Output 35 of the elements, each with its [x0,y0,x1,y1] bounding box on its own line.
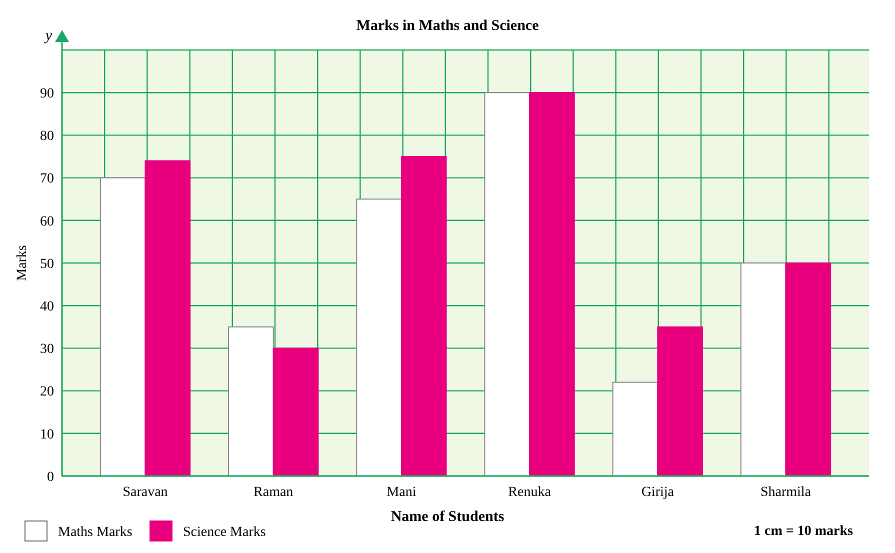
legend-label: Maths Marks [58,525,132,540]
bar [144,160,191,476]
x-tick-label: Raman [254,485,294,500]
y-tick-label: 40 [40,300,54,314]
y-axis-title: Marks [15,245,30,281]
y-tick-label: 90 [40,86,54,102]
x-tick-label: Girija [641,485,675,500]
bar [612,382,658,476]
x-tick-label: Sharmila [760,485,812,500]
bar [785,262,832,476]
x-tick-label: Mani [386,485,416,500]
chart-title: Marks in Maths and Science [356,18,540,34]
bar [657,326,703,476]
bar [484,92,530,476]
y-tick-label: 60 [40,214,54,230]
bar [356,198,402,476]
bar [100,177,146,476]
bar [272,348,319,476]
y-tick-label: 80 [40,129,54,144]
bar [400,156,447,476]
bar [740,262,786,476]
text: 1 cm = 10 marks [754,524,854,539]
bar [529,92,575,476]
y-tick-label: 70 [40,172,54,187]
x-tick-label: Saravan [122,485,168,500]
y-tick-label: 30 [40,342,54,358]
x-axis-title: Name of Students [390,509,504,525]
bar [228,326,274,476]
x-tick-label: Renuka [508,485,552,500]
text: y [43,28,52,44]
y-tick-label: 50 [40,256,54,272]
y-tick-label: 10 [40,427,54,442]
y-tick-label: 0 [47,470,54,485]
legend-label: Science Marks [183,525,266,540]
y-tick-label: 20 [40,384,54,400]
